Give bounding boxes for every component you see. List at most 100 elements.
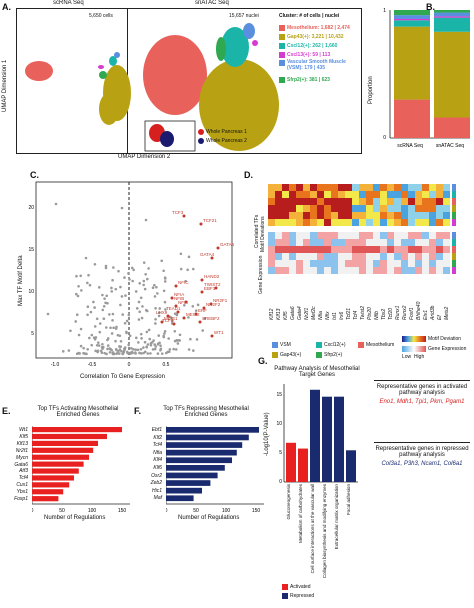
heatmap-cell xyxy=(310,198,317,205)
scatter-point xyxy=(97,344,101,347)
cluster-legend-label: Cxcl13(+): 59 | 113 xyxy=(287,51,331,58)
heatmap-cell xyxy=(387,246,394,253)
rep-repressed-title: Representative genes in repressed pathwa… xyxy=(375,446,469,458)
panel-d-legend-item: Mesothelium xyxy=(358,340,394,349)
scatter-point xyxy=(163,330,167,333)
gene-label: Gata6 xyxy=(290,306,296,320)
tf-label: SREBF2 xyxy=(202,316,220,321)
heatmap-cell xyxy=(317,205,324,212)
cluster-legend-row: Sfrp2(+): 381 | 623 xyxy=(279,75,361,84)
scatter-point xyxy=(128,334,132,338)
panel-g-title: Pathway Analysis of Mesothelial Target G… xyxy=(274,366,360,378)
scatter-point xyxy=(138,310,141,314)
scatter-point xyxy=(120,349,123,353)
heatmap-cell xyxy=(359,232,366,239)
panel-f-xtick: 150 xyxy=(252,508,261,514)
cluster-side-bar xyxy=(452,246,456,253)
scatter-point xyxy=(187,255,191,259)
scatter-point xyxy=(153,283,156,287)
cluster-side-bar xyxy=(452,260,456,267)
bar xyxy=(32,454,89,460)
tf-label: MEIS1 xyxy=(164,316,178,321)
scatter-point xyxy=(149,343,153,347)
scatter-point xyxy=(168,348,172,351)
panel-c-xtick: 0.5 xyxy=(163,362,170,368)
tf-point xyxy=(216,246,220,250)
panel-c-xtick: -0.5 xyxy=(88,362,97,368)
heatmap-cell xyxy=(359,267,366,274)
tf-label: WT1 xyxy=(214,330,224,335)
tf-point xyxy=(210,334,214,338)
heatmap-cell xyxy=(331,267,338,274)
gene-label: Arid3b xyxy=(430,305,436,320)
tf-label: NFIX xyxy=(178,300,189,305)
panel-f-label: F. xyxy=(134,406,142,416)
scatter-point xyxy=(118,345,121,348)
scatter-point xyxy=(142,283,145,287)
heatmap-cell xyxy=(443,191,450,198)
heatmap-cell xyxy=(373,267,380,274)
gene-label: Tcf21 xyxy=(346,307,352,320)
heatmap-cell xyxy=(429,212,436,219)
heatmap-cell xyxy=(415,219,422,226)
heatmap-cell xyxy=(352,219,359,226)
tf-point xyxy=(198,320,202,324)
heatmap-cell xyxy=(289,239,296,246)
scatter-point xyxy=(146,277,149,281)
heatmap-cell xyxy=(289,184,296,191)
heatmap-cell xyxy=(352,246,359,253)
heatmap-cell xyxy=(289,212,296,219)
scatter-point xyxy=(132,268,135,272)
panel-d-scale-2-label: Gene Expression xyxy=(428,346,467,352)
scatter-point xyxy=(77,333,81,337)
scatter-point xyxy=(173,329,177,333)
scatter-point xyxy=(86,305,90,309)
scatter-point xyxy=(82,351,85,355)
bar xyxy=(32,475,74,481)
bar xyxy=(298,448,308,482)
heatmap-cell xyxy=(422,246,429,253)
scatter-point xyxy=(103,351,106,355)
legend-swatch xyxy=(272,341,278,348)
heatmap-cell xyxy=(359,239,366,246)
heatmap-cell xyxy=(282,253,289,260)
scatter-point xyxy=(128,278,131,281)
heatmap-cell xyxy=(282,184,289,191)
scatter-point xyxy=(201,329,205,332)
heatmap-cell xyxy=(303,232,310,239)
heatmap-cell xyxy=(401,267,408,274)
gene-label: Klf13 xyxy=(276,308,282,320)
gene-label: Tbx2 xyxy=(381,308,387,320)
bar-category-label: Ybx1 xyxy=(16,489,28,496)
bar-category-label: Atf3 xyxy=(19,468,28,475)
heatmap-cell xyxy=(387,212,394,219)
heatmap-cell xyxy=(380,198,387,205)
scatter-point xyxy=(125,350,129,354)
panel-a-count-right: 15,657 nuclei xyxy=(229,13,259,19)
panel-g-ytick: 0 xyxy=(279,479,282,484)
scatter-point xyxy=(104,266,108,270)
heatmap-cell xyxy=(366,232,373,239)
legend-label: Sfrp2(+) xyxy=(324,351,343,358)
cluster-legend-row: Vascular Smooth Muscle (VSM): 179 | 435 xyxy=(279,59,361,75)
tf-point xyxy=(210,256,214,260)
heatmap-cell xyxy=(310,191,317,198)
umap-atac-mesothelium xyxy=(143,35,207,115)
scatter-point xyxy=(140,352,143,355)
umap-scrna-gap43b xyxy=(99,93,119,125)
scatter-point xyxy=(163,280,167,283)
heatmap-cell xyxy=(289,198,296,205)
gene-label: Runx2 xyxy=(402,305,408,320)
heatmap-cell xyxy=(429,253,436,260)
stacked-bar-segment xyxy=(394,26,430,100)
heatmap-cell xyxy=(429,267,436,274)
heatmap-cell xyxy=(352,267,359,274)
bar xyxy=(32,447,94,453)
scatter-point xyxy=(85,352,88,356)
scatter-point xyxy=(144,272,147,276)
stacked-bar-segment xyxy=(434,17,470,32)
bar-category-label: Nfia xyxy=(153,449,162,456)
scatter-point xyxy=(117,269,120,273)
tf-point xyxy=(194,312,198,316)
cluster-swatch xyxy=(279,51,285,58)
